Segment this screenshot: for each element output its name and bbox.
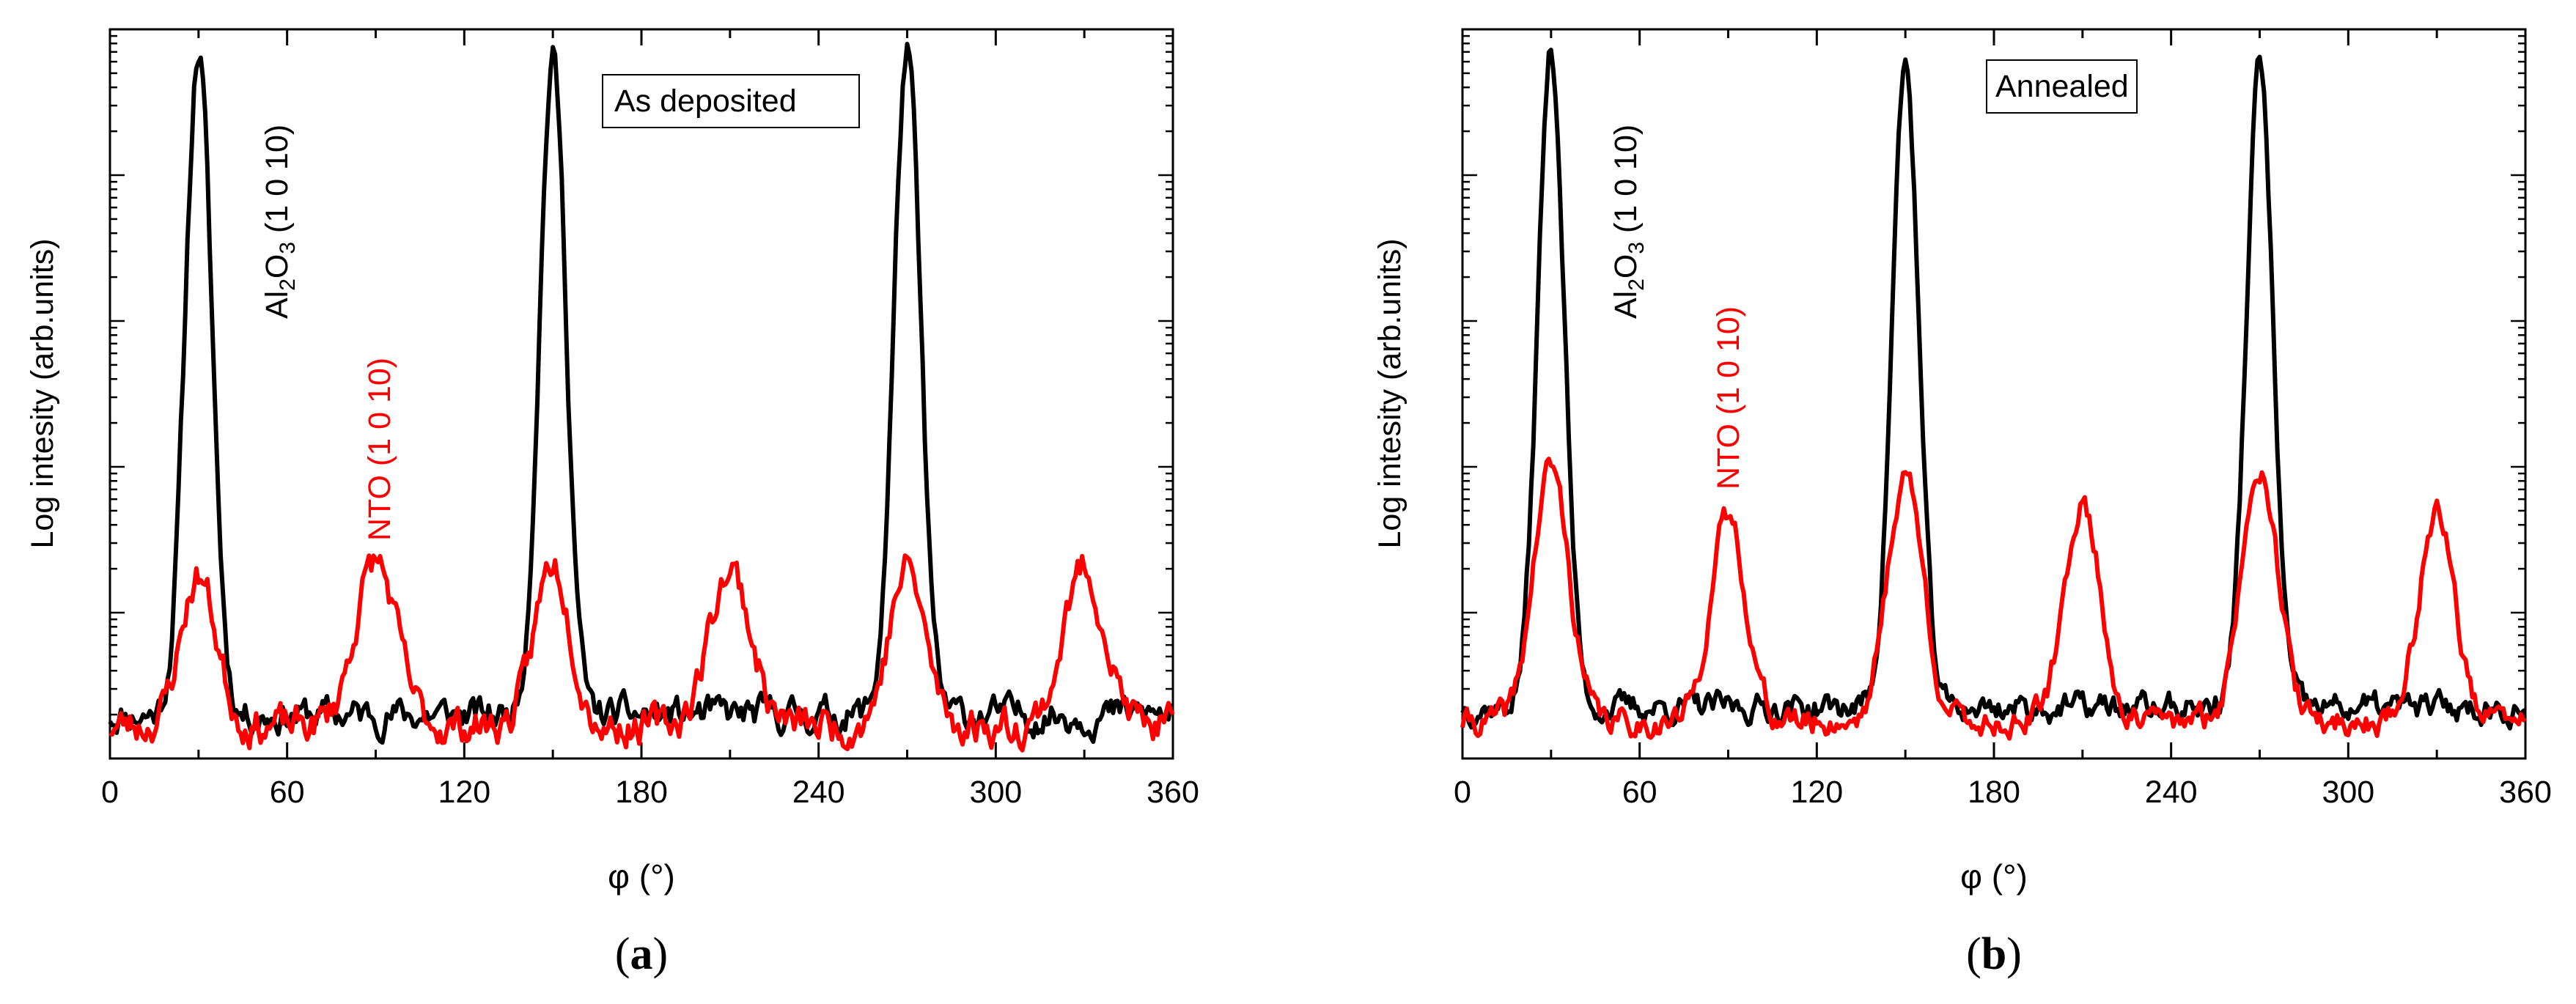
x-tick-label: 360 (1147, 775, 1199, 810)
x-tick-label: 0 (1454, 775, 1471, 810)
x-tick-label: 120 (1790, 775, 1843, 810)
caption-a-close: ) (653, 929, 669, 979)
annotation-al2o3-o: O (1608, 254, 1644, 278)
y-axis-ticks (110, 34, 1173, 760)
annotation-al2o3-sub1: 2 (276, 278, 300, 291)
series-group (108, 42, 1175, 753)
y-axis-label: Log intesity (arb.units) (25, 238, 60, 548)
annotation-al2o3-tail: (1 0 10) (1608, 125, 1644, 242)
series-line-al2o3 (1460, 48, 2527, 731)
annotation-al2o3-sub2: 3 (276, 242, 300, 254)
x-tick-label: 120 (438, 775, 490, 810)
x-tick-labels: 0 60 120 180 240 300 360 (1454, 775, 2552, 810)
chart-title: As deposited (614, 84, 797, 119)
annotation-al2o3-al: Al (260, 291, 295, 319)
annotation-al2o3-sub1: 2 (1624, 278, 1649, 291)
caption-a-letter: a (630, 929, 653, 979)
caption-b-open: ( (1966, 929, 1981, 979)
x-axis-label: φ (°) (1960, 857, 2028, 896)
annotation-nto: NTO (1 0 10) (362, 358, 397, 541)
x-tick-label: 240 (2145, 775, 2198, 810)
x-tick-labels: 0 60 120 180 240 300 360 (101, 775, 1199, 810)
panel-caption-a: (a) (615, 929, 668, 979)
x-tick-label: 60 (1622, 775, 1657, 810)
y-axis-ticks (1462, 34, 2525, 760)
title-box (602, 74, 860, 128)
x-tick-label: 60 (270, 775, 305, 810)
series-line-nto (108, 553, 1175, 753)
chart-title: Annealed (1995, 69, 2129, 104)
panel-a-chart: 0 60 120 180 240 300 360 As deposited Al2O3 (1… (25, 28, 1199, 979)
x-axis-label: φ (°) (608, 857, 675, 896)
x-tick-label: 300 (969, 775, 1022, 810)
x-axis-ticks (108, 29, 1174, 758)
x-tick-label: 300 (2322, 775, 2374, 810)
annotation-al2o3-o: O (260, 254, 295, 278)
x-tick-label: 180 (1968, 775, 2020, 810)
annotation-al2o3: Al2O3 (1 0 10) (260, 125, 300, 319)
caption-b-close: ) (2006, 929, 2022, 979)
x-tick-label: 240 (792, 775, 845, 810)
x-axis-ticks (1461, 29, 2527, 758)
x-tick-label: 180 (615, 775, 668, 810)
panel-caption-b: (b) (1966, 929, 2022, 979)
annotation-al2o3-tail: (1 0 10) (260, 125, 295, 242)
title-box (1986, 59, 2138, 114)
annotation-al2o3-al: Al (1608, 291, 1644, 319)
x-tick-label: 0 (101, 775, 119, 810)
x-tick-label: 360 (2499, 775, 2552, 810)
caption-a-open: ( (615, 929, 630, 979)
caption-b-letter: b (1981, 929, 2006, 979)
series-line-nto (1460, 457, 2527, 741)
panel-b-chart: 0 60 120 180 240 300 360 Annealed Al2O3 (1 0 1… (1372, 28, 2552, 979)
annotation-nto: NTO (1 0 10) (1711, 306, 1746, 490)
annotation-al2o3: Al2O3 (1 0 10) (1608, 125, 1649, 319)
y-axis-label: Log intesity (arb.units) (1372, 238, 1407, 548)
annotation-al2o3-sub2: 3 (1624, 242, 1649, 254)
series-group (1460, 48, 2527, 741)
